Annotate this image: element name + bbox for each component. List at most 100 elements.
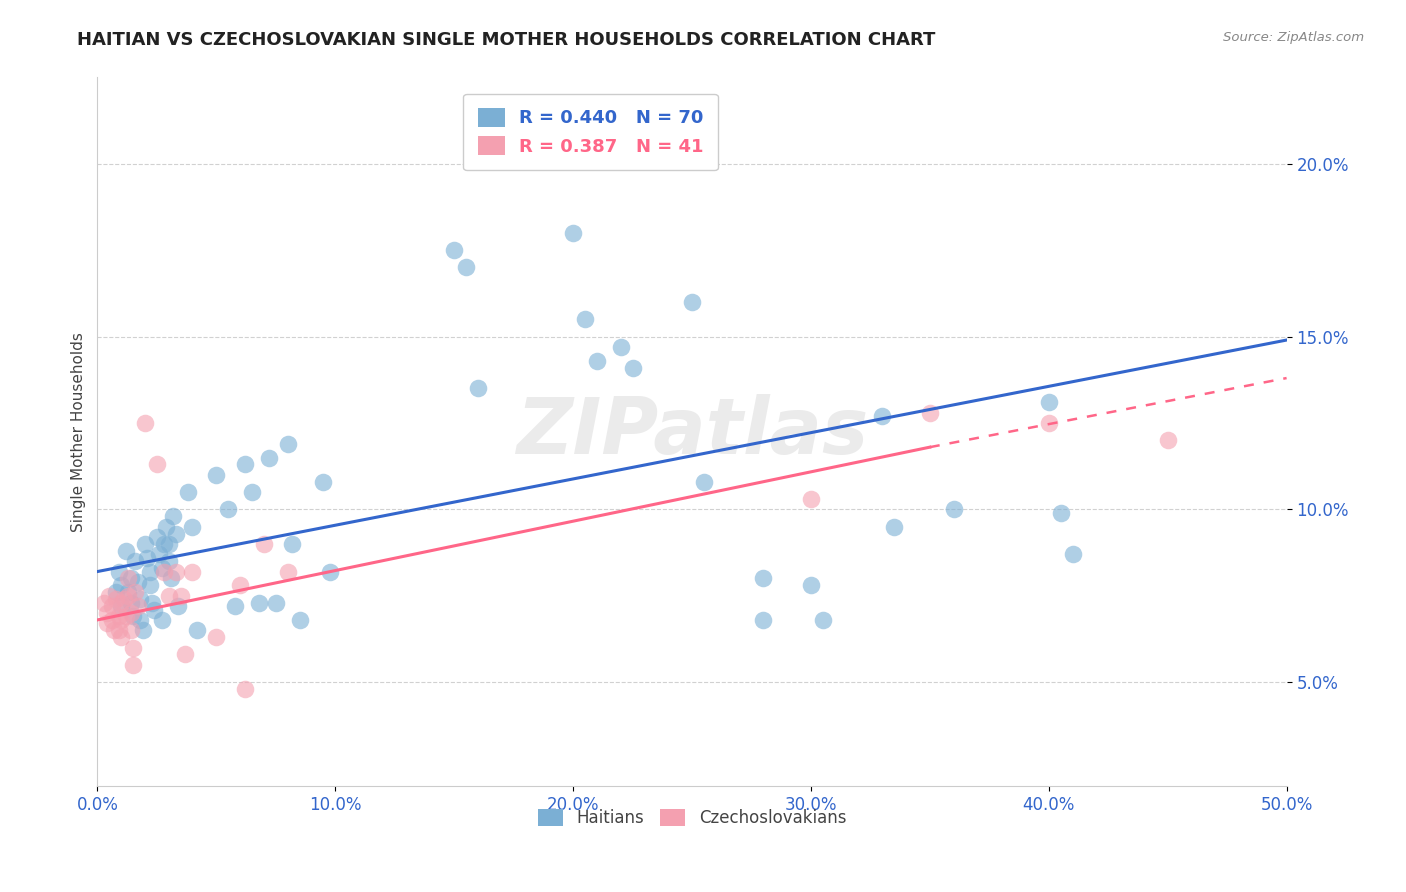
Point bbox=[134, 537, 156, 551]
Point bbox=[752, 572, 775, 586]
Point bbox=[153, 537, 176, 551]
Point bbox=[224, 599, 246, 613]
Point bbox=[229, 578, 252, 592]
Point bbox=[129, 592, 152, 607]
Point bbox=[115, 544, 138, 558]
Point bbox=[257, 450, 280, 465]
Point bbox=[264, 596, 287, 610]
Point bbox=[174, 648, 197, 662]
Point bbox=[574, 312, 596, 326]
Point bbox=[247, 596, 270, 610]
Point bbox=[100, 613, 122, 627]
Point bbox=[1038, 416, 1060, 430]
Point bbox=[205, 467, 228, 482]
Legend: Haitians, Czechoslovakians: Haitians, Czechoslovakians bbox=[531, 803, 853, 834]
Point bbox=[811, 613, 834, 627]
Point bbox=[96, 606, 118, 620]
Point bbox=[110, 578, 132, 592]
Point bbox=[467, 381, 489, 395]
Point bbox=[288, 613, 311, 627]
Point bbox=[117, 589, 139, 603]
Point bbox=[127, 574, 149, 589]
Text: HAITIAN VS CZECHOSLOVAKIAN SINGLE MOTHER HOUSEHOLDS CORRELATION CHART: HAITIAN VS CZECHOSLOVAKIAN SINGLE MOTHER… bbox=[77, 31, 936, 49]
Point bbox=[167, 599, 190, 613]
Point bbox=[870, 409, 893, 423]
Text: ZIPatlas: ZIPatlas bbox=[516, 393, 868, 469]
Point bbox=[120, 596, 142, 610]
Point bbox=[918, 406, 941, 420]
Point bbox=[609, 340, 631, 354]
Point bbox=[181, 519, 204, 533]
Point bbox=[110, 613, 132, 627]
Point bbox=[562, 226, 585, 240]
Point bbox=[157, 554, 180, 568]
Point bbox=[107, 624, 129, 638]
Point bbox=[681, 295, 703, 310]
Point bbox=[122, 657, 145, 672]
Point bbox=[103, 624, 125, 638]
Point bbox=[112, 592, 135, 607]
Point bbox=[186, 624, 208, 638]
Text: Source: ZipAtlas.com: Source: ZipAtlas.com bbox=[1223, 31, 1364, 45]
Point bbox=[98, 589, 121, 603]
Point bbox=[160, 572, 183, 586]
Point bbox=[277, 436, 299, 450]
Point bbox=[162, 509, 184, 524]
Point bbox=[107, 565, 129, 579]
Point bbox=[443, 244, 465, 258]
Point bbox=[110, 599, 132, 613]
Point bbox=[253, 537, 276, 551]
Point bbox=[120, 606, 142, 620]
Point bbox=[169, 589, 191, 603]
Point bbox=[96, 616, 118, 631]
Point bbox=[233, 681, 256, 696]
Point bbox=[120, 572, 142, 586]
Point bbox=[131, 624, 153, 638]
Point bbox=[205, 630, 228, 644]
Point bbox=[122, 640, 145, 655]
Point bbox=[136, 550, 159, 565]
Point bbox=[1049, 506, 1071, 520]
Point bbox=[181, 565, 204, 579]
Point bbox=[153, 565, 176, 579]
Point bbox=[165, 565, 187, 579]
Point bbox=[150, 613, 173, 627]
Point bbox=[233, 458, 256, 472]
Point bbox=[157, 589, 180, 603]
Point bbox=[105, 585, 128, 599]
Point bbox=[800, 578, 823, 592]
Point bbox=[312, 475, 335, 489]
Point bbox=[240, 485, 263, 500]
Point bbox=[100, 599, 122, 613]
Point bbox=[621, 360, 644, 375]
Point bbox=[143, 602, 166, 616]
Point bbox=[93, 596, 115, 610]
Point bbox=[110, 630, 132, 644]
Point bbox=[157, 537, 180, 551]
Point bbox=[942, 502, 965, 516]
Point bbox=[117, 585, 139, 599]
Point bbox=[117, 572, 139, 586]
Point bbox=[752, 613, 775, 627]
Point bbox=[146, 458, 169, 472]
Point bbox=[155, 519, 177, 533]
Point bbox=[319, 565, 342, 579]
Point bbox=[122, 609, 145, 624]
Point bbox=[177, 485, 200, 500]
Point bbox=[693, 475, 716, 489]
Point bbox=[454, 260, 477, 275]
Point bbox=[150, 561, 173, 575]
Point bbox=[165, 526, 187, 541]
Point bbox=[124, 585, 146, 599]
Point bbox=[110, 596, 132, 610]
Point bbox=[146, 530, 169, 544]
Point bbox=[1038, 395, 1060, 409]
Point bbox=[138, 578, 160, 592]
Point bbox=[129, 613, 152, 627]
Point bbox=[138, 565, 160, 579]
Point bbox=[115, 609, 138, 624]
Point bbox=[127, 599, 149, 613]
Y-axis label: Single Mother Households: Single Mother Households bbox=[72, 332, 86, 532]
Point bbox=[148, 547, 170, 561]
Point bbox=[515, 122, 537, 136]
